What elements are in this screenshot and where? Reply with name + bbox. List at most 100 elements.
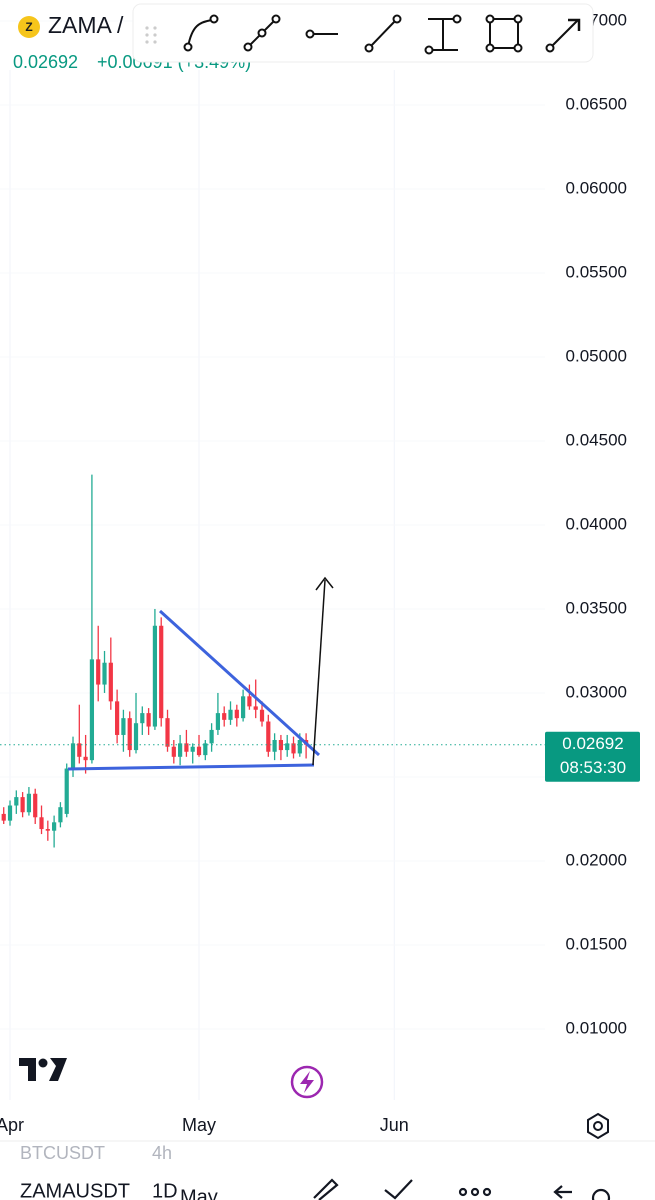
drag-handle[interactable] bbox=[145, 26, 157, 44]
candle-body bbox=[171, 746, 176, 757]
settings-icon[interactable] bbox=[591, 1188, 611, 1200]
arrow-head bbox=[315, 576, 334, 591]
candle-body bbox=[285, 743, 290, 751]
x-tick-label: May bbox=[182, 1115, 216, 1135]
y-tick-label: 0.04000 bbox=[566, 514, 627, 533]
footer-interval[interactable]: 4h bbox=[152, 1143, 172, 1163]
y-tick-label: 0.03500 bbox=[566, 598, 627, 617]
candle-body bbox=[1, 813, 6, 821]
candle-body bbox=[159, 625, 164, 719]
y-tick-label: 0.03000 bbox=[566, 682, 627, 701]
candle-body bbox=[115, 701, 120, 735]
candle-body bbox=[83, 756, 88, 761]
candle-body bbox=[291, 743, 296, 754]
candle-body bbox=[20, 797, 25, 813]
candle-body bbox=[241, 696, 246, 719]
plot-area: AprMayJun0.010000.015000.020000.025000.0… bbox=[0, 10, 627, 1135]
candle-body bbox=[121, 718, 126, 735]
toolbar-bg bbox=[132, 3, 594, 63]
coin-icon bbox=[18, 16, 40, 38]
candle-body bbox=[52, 822, 57, 831]
candle-body bbox=[190, 746, 195, 752]
more-icon[interactable] bbox=[458, 1187, 492, 1197]
candle-body bbox=[45, 829, 50, 831]
x-tick-label: Apr bbox=[0, 1115, 24, 1135]
candle-body bbox=[70, 743, 76, 769]
undo-icon[interactable] bbox=[553, 1185, 572, 1199]
coin-glyph: Z bbox=[25, 20, 32, 34]
tool-curve[interactable] bbox=[183, 14, 219, 52]
y-tick-label: 0.01000 bbox=[566, 1018, 627, 1037]
candle-body bbox=[133, 723, 139, 751]
y-tick-label: 0.05500 bbox=[566, 262, 627, 281]
candle-body bbox=[278, 739, 284, 751]
footer-symbol[interactable]: BTCUSDT bbox=[20, 1143, 105, 1163]
y-tick-label: 0.01500 bbox=[566, 934, 627, 953]
candle-body bbox=[33, 793, 38, 818]
candle-body bbox=[215, 713, 221, 730]
candle-body bbox=[102, 662, 107, 685]
candle-body bbox=[26, 793, 32, 813]
price: 0.02692 bbox=[13, 52, 78, 72]
candle-body bbox=[247, 696, 252, 707]
drawings bbox=[67, 576, 334, 771]
candle-body bbox=[297, 739, 302, 754]
candle-body bbox=[259, 709, 265, 722]
drawing-toolbar bbox=[132, 3, 594, 63]
countdown: 08:53:30 bbox=[560, 758, 626, 777]
lightning-button[interactable] bbox=[290, 1065, 324, 1099]
candle-body bbox=[234, 709, 239, 719]
last-price-label: 0.02692 bbox=[562, 734, 623, 753]
y-tick-label: 0.05000 bbox=[566, 346, 627, 365]
draw-icon[interactable] bbox=[313, 1178, 339, 1200]
candle-body bbox=[77, 743, 82, 757]
check-icon[interactable] bbox=[384, 1179, 413, 1200]
tool-horizontal-line[interactable] bbox=[305, 29, 339, 39]
candle-body bbox=[7, 805, 13, 821]
candle-body bbox=[203, 743, 208, 756]
x-tick-label: Jun bbox=[380, 1115, 409, 1135]
candle-body bbox=[108, 662, 113, 702]
tool-path[interactable] bbox=[243, 14, 281, 52]
candle-body bbox=[14, 797, 19, 806]
trend-line[interactable] bbox=[67, 763, 315, 771]
tool-trend-line[interactable] bbox=[364, 14, 402, 53]
candle-body bbox=[89, 659, 95, 761]
candle-body bbox=[39, 817, 44, 830]
candle-body bbox=[222, 713, 227, 720]
candle-body bbox=[64, 768, 69, 814]
y-tick-label: 0.02000 bbox=[566, 850, 627, 869]
symbol[interactable]: ZAMA / bbox=[48, 12, 124, 38]
tv-logo[interactable] bbox=[19, 1058, 67, 1081]
tool-arrow[interactable] bbox=[545, 18, 581, 53]
trend-line[interactable] bbox=[158, 609, 321, 757]
candle-body bbox=[272, 739, 277, 752]
candle-body bbox=[178, 743, 183, 757]
footer-icons bbox=[313, 1178, 611, 1200]
candle-body bbox=[165, 718, 170, 747]
candle-body bbox=[96, 659, 101, 685]
last-price-box bbox=[545, 731, 640, 782]
candle-body bbox=[196, 746, 202, 756]
y-tick-label: 0.04500 bbox=[566, 430, 627, 449]
y-tick-label: 0.06500 bbox=[566, 94, 627, 113]
footer-interval[interactable]: 1D bbox=[152, 1180, 178, 1200]
y-tick-label: 0.06000 bbox=[566, 178, 627, 197]
candle-body bbox=[140, 713, 145, 724]
candle-body bbox=[58, 807, 63, 823]
arrow-line[interactable] bbox=[312, 579, 326, 766]
candle-body bbox=[228, 709, 233, 720]
candle-body bbox=[146, 713, 151, 727]
candle-body bbox=[152, 625, 158, 727]
tool-price-range[interactable] bbox=[424, 14, 462, 55]
candle-body bbox=[184, 743, 189, 752]
candle-body bbox=[266, 721, 271, 752]
footer-symbol[interactable]: ZAMAUSDT bbox=[20, 1180, 130, 1200]
candle-body bbox=[127, 718, 132, 751]
candle-body bbox=[209, 729, 214, 744]
tool-rectangle[interactable] bbox=[485, 14, 523, 53]
settings-button[interactable] bbox=[587, 1112, 609, 1140]
candle-body bbox=[253, 706, 258, 710]
